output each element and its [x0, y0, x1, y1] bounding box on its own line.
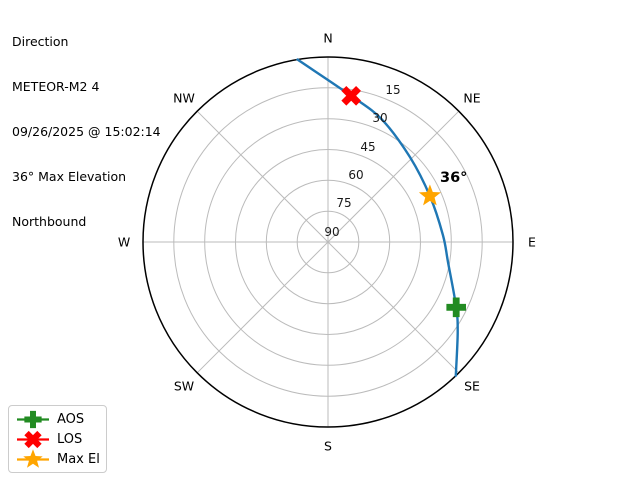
compass-label-sw: SW	[173, 378, 195, 394]
pass-info-direction: Northbound	[12, 214, 87, 229]
elevation-ring-60	[265, 179, 391, 305]
legend-label-max-el: Max El	[57, 451, 100, 467]
pass-info-timestamp: 09/26/2025 @ 15:02:14	[12, 124, 161, 139]
legend-marker-los	[24, 430, 42, 449]
pass-info-block: Direction METEOR-M2 4 09/26/2025 @ 15:02…	[12, 4, 161, 259]
aos-marker	[446, 297, 466, 318]
satellite-track	[296, 58, 459, 377]
compass-label-s: S	[324, 438, 332, 454]
elevation-tick-60: 60	[348, 168, 364, 182]
elevation-tick-75: 75	[336, 196, 352, 210]
los-x-icon	[15, 429, 51, 449]
pass-info-max-elevation: 36° Max Elevation	[12, 169, 127, 184]
elevation-ring-30	[204, 118, 452, 366]
compass-label-se: SE	[464, 378, 480, 394]
compass-label-ne: NE	[463, 90, 481, 106]
los-marker	[341, 85, 362, 106]
legend-marker-max-el	[23, 449, 43, 468]
elevation-tick-45: 45	[360, 140, 376, 154]
elevation-ring-75	[296, 210, 360, 274]
compass-label-n: N	[323, 30, 333, 46]
elevation-tick-30: 30	[372, 111, 388, 125]
max-el-star-icon	[15, 449, 51, 469]
elevation-ring-45	[235, 149, 421, 335]
elevation-ring-15	[173, 87, 483, 397]
legend-marker-aos	[24, 410, 42, 429]
legend-item-max-el: Max El	[15, 449, 100, 469]
max_el-marker	[418, 184, 441, 206]
legend-item-los: LOS	[15, 429, 100, 449]
horizon-circle	[142, 56, 514, 428]
legend-item-aos: AOS	[15, 409, 100, 429]
compass-label-e: E	[528, 234, 536, 250]
compass-label-nw: NW	[173, 90, 195, 106]
pass-info-satellite: METEOR-M2 4	[12, 79, 100, 94]
elevation-tick-90: 90	[324, 225, 340, 239]
aos-plus-icon	[15, 409, 51, 429]
elevation-tick-15: 15	[385, 83, 401, 97]
max-elevation-annotation: 36°	[440, 170, 468, 186]
compass-label-w: W	[117, 234, 131, 250]
legend-label-aos: AOS	[57, 411, 85, 427]
legend-label-los: LOS	[57, 431, 83, 447]
pass-info-title: Direction	[12, 34, 69, 49]
legend: AOS LOS Max El	[8, 405, 107, 473]
